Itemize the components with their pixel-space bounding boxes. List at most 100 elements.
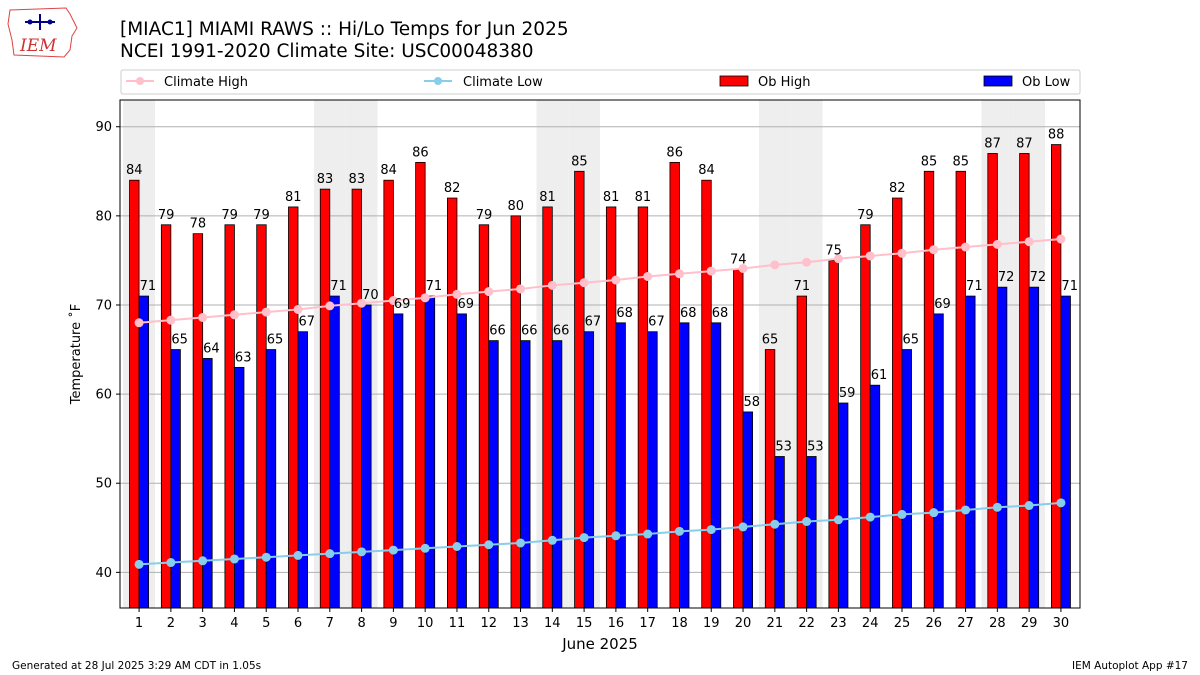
label-ob-low: 71 bbox=[330, 279, 347, 294]
x-tick-label: 1 bbox=[135, 616, 143, 631]
bar-ob-high bbox=[605, 206, 617, 609]
bar-ob-low bbox=[170, 349, 181, 609]
bar-ob-high bbox=[637, 206, 649, 609]
bar-ob-low bbox=[615, 322, 626, 609]
label-ob-high: 81 bbox=[285, 190, 302, 205]
label-ob-high: 78 bbox=[190, 217, 207, 232]
chart-subtitle: NCEI 1991-2020 Climate Site: USC00048380 bbox=[120, 41, 534, 62]
iem-logo: IEM bbox=[7, 7, 78, 58]
label-ob-low: 70 bbox=[362, 288, 379, 303]
label-ob-high: 84 bbox=[126, 163, 143, 178]
climate-low-point bbox=[261, 552, 271, 562]
label-ob-high: 88 bbox=[1048, 128, 1065, 143]
bar-ob-high bbox=[224, 224, 235, 609]
label-ob-high: 87 bbox=[984, 136, 1001, 151]
bar-ob-low bbox=[329, 295, 340, 609]
label-ob-low: 72 bbox=[998, 270, 1015, 285]
climate-low-point bbox=[388, 545, 398, 555]
bar-ob-low bbox=[265, 349, 277, 609]
bar-ob-high bbox=[828, 260, 839, 609]
label-ob-low: 72 bbox=[1030, 270, 1047, 285]
climate-low-point bbox=[134, 559, 144, 569]
climate-low-point bbox=[547, 535, 557, 545]
bar-ob-high bbox=[478, 224, 490, 609]
label-ob-low: 69 bbox=[457, 297, 474, 312]
climate-low-point bbox=[611, 531, 621, 541]
climate-lines bbox=[134, 234, 1066, 569]
grid-lines bbox=[120, 126, 1080, 573]
x-tick-label: 13 bbox=[512, 616, 529, 631]
climate-low-point bbox=[198, 556, 208, 566]
bar-ob-high bbox=[415, 161, 426, 609]
climate-low-point bbox=[929, 508, 939, 518]
label-ob-low: 68 bbox=[712, 306, 729, 321]
bar-ob-low bbox=[774, 456, 785, 609]
label-ob-high: 82 bbox=[889, 181, 906, 196]
label-ob-low: 71 bbox=[1061, 279, 1078, 294]
label-ob-low: 53 bbox=[775, 439, 792, 454]
label-ob-high: 84 bbox=[380, 163, 397, 178]
climate-low-point bbox=[992, 502, 1002, 512]
bar-ob-high bbox=[955, 170, 966, 609]
bar-ob-high bbox=[574, 170, 585, 609]
climate-low-point bbox=[420, 543, 430, 553]
bar-ob-low bbox=[806, 456, 817, 609]
bar-ob-low bbox=[647, 331, 658, 609]
climate-low-point bbox=[229, 554, 239, 564]
climate-low-point bbox=[516, 538, 526, 548]
label-ob-high: 81 bbox=[603, 190, 620, 205]
footer-generated: Generated at 28 Jul 2025 3:29 AM CDT in … bbox=[12, 660, 261, 672]
x-tick-label: 9 bbox=[389, 616, 397, 631]
label-ob-high: 75 bbox=[825, 243, 842, 258]
climate-high-point bbox=[484, 287, 494, 297]
climate-low-point bbox=[452, 542, 462, 552]
bar-ob-high bbox=[383, 179, 394, 609]
x-tick-label: 26 bbox=[926, 616, 943, 631]
x-tick-label: 12 bbox=[480, 616, 497, 631]
x-tick-label: 25 bbox=[894, 616, 911, 631]
legend-item-ob-low: Ob Low bbox=[983, 75, 1071, 90]
climate-low-point bbox=[1056, 498, 1066, 508]
x-tick-label: 5 bbox=[262, 616, 270, 631]
label-ob-low: 61 bbox=[871, 368, 888, 383]
climate-high-point bbox=[770, 260, 780, 270]
label-ob-low: 68 bbox=[680, 306, 697, 321]
bar-ob-low bbox=[742, 411, 753, 609]
bar-ob-low bbox=[202, 358, 213, 609]
climate-high-point bbox=[357, 298, 367, 308]
x-tick-label: 23 bbox=[830, 616, 847, 631]
label-ob-high: 85 bbox=[953, 154, 970, 169]
label-ob-low: 69 bbox=[394, 297, 411, 312]
climate-low-point bbox=[961, 505, 971, 515]
label-ob-high: 83 bbox=[317, 172, 334, 187]
climate-high-line bbox=[138, 238, 1062, 324]
bar-ob-low bbox=[869, 384, 881, 609]
x-tick-label: 7 bbox=[326, 616, 334, 631]
climate-low-line bbox=[139, 501, 1062, 566]
x-tick-label: 27 bbox=[957, 616, 974, 631]
label-ob-high: 80 bbox=[507, 199, 524, 214]
iowa-outline-icon bbox=[7, 7, 78, 58]
bar-ob-high bbox=[319, 188, 331, 609]
y-tick-label: 50 bbox=[95, 477, 112, 492]
climate-high-point bbox=[198, 312, 208, 322]
x-tick-label: 14 bbox=[544, 616, 561, 631]
bar-ob-high bbox=[860, 224, 871, 609]
bar-ob-low bbox=[1060, 295, 1071, 609]
label-ob-low: 69 bbox=[934, 297, 951, 312]
y-tick-label: 70 bbox=[95, 298, 112, 313]
y-tick-label: 40 bbox=[95, 566, 112, 581]
label-ob-high: 79 bbox=[253, 208, 270, 223]
x-tick-label: 30 bbox=[1053, 616, 1070, 631]
climate-high-point bbox=[452, 289, 462, 299]
legend: Climate High Climate Low Ob High Ob Low bbox=[120, 69, 1081, 95]
climate-high-point bbox=[134, 318, 144, 328]
data-labels: 84 79 78 79 79 81 83 83 84 86 82 79 80 81 85 81 81 86 84 74… bbox=[126, 128, 1078, 455]
climate-high-point bbox=[261, 307, 271, 317]
climate-high-point bbox=[802, 257, 812, 267]
label-ob-high: 83 bbox=[349, 172, 366, 187]
footer-app: IEM Autoplot App #17 bbox=[1072, 660, 1188, 672]
climate-high-point bbox=[547, 280, 557, 290]
label-ob-low: 67 bbox=[299, 315, 316, 330]
bar-ob-low bbox=[965, 295, 976, 609]
